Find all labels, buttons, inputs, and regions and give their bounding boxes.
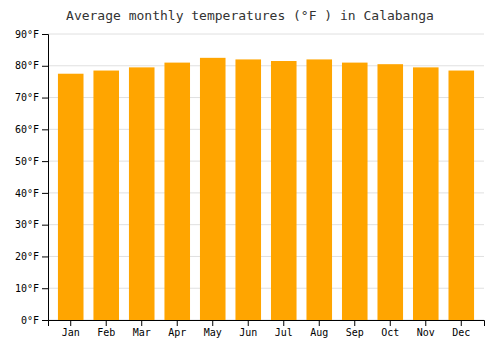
tick: 80°F [15,60,48,71]
bar [448,71,474,320]
bar [235,59,261,320]
chart: 0°F 10°F 20°F 30°F 40°F 50°F 60°F 70°F 80°F 90°F J… [0,0,500,350]
tick-label: Jul [275,327,293,338]
bar [129,67,155,320]
tick-mark [42,98,48,99]
tick-label: 60°F [15,124,39,135]
tick-label: 10°F [15,283,39,294]
tick-label: 40°F [15,188,39,199]
bar [306,59,332,320]
tick-label: Sep [346,327,364,338]
tick: Jun [239,320,257,338]
tick-mark [212,320,213,326]
tick-mark [354,320,355,326]
bar [93,71,119,320]
bar [200,58,226,320]
tick-label: Feb [97,327,115,338]
tick: Feb [97,320,115,338]
tick-mark [42,66,48,67]
tick-mark [461,320,462,326]
tick-mark [425,320,426,326]
tick-mark [42,34,48,35]
x-axis: Jan Feb Mar Apr May Jun Jul Aug Sep Oct Nov Dec [49,320,485,338]
tick-mark [42,129,48,130]
tick: 70°F [15,92,48,103]
tick: Jul [275,320,293,338]
tick-label: 90°F [15,29,39,40]
tick: Dec [452,320,470,338]
tick-mark [177,320,178,326]
tick-label: Oct [381,327,399,338]
tick: Apr [168,320,186,338]
tick: 0°F [21,315,48,326]
tick-label: Dec [452,327,470,338]
tick-label: 0°F [21,315,39,326]
tick-mark [42,225,48,226]
tick-mark [42,161,48,162]
tick-mark [70,320,71,326]
tick-label: May [204,327,222,338]
tick-mark [319,320,320,326]
tick: Sep [346,320,364,338]
tick: 10°F [15,283,48,294]
bar [164,63,190,320]
tick-label: 20°F [15,251,39,262]
bars [58,58,474,320]
bar [271,61,297,320]
tick-mark [106,320,107,326]
tick-mark [283,320,284,326]
tick-label: Jan [62,327,80,338]
tick: Mar [133,320,151,338]
tick: Jan [62,320,80,338]
tick-label: 70°F [15,92,39,103]
bar [377,64,403,320]
tick-label: 30°F [15,219,39,230]
tick-mark [42,193,48,194]
tick: 20°F [15,251,48,262]
bar [413,67,439,320]
plot: 0°F 10°F 20°F 30°F 40°F 50°F 60°F 70°F 80°F 90°F J… [15,29,485,338]
tick: 30°F [15,219,48,230]
tick-mark [42,256,48,257]
axis-line [49,321,485,327]
axis-line [42,35,49,321]
tick: 60°F [15,124,48,135]
tick-label: 80°F [15,60,39,71]
bar [58,74,84,320]
tick: May [204,320,222,338]
bar [342,63,368,320]
tick-label: Jun [239,327,257,338]
tick-label: Mar [133,327,151,338]
grid-line [48,34,484,35]
title: Average monthly temperatures (°F ) in Ca… [66,8,434,23]
y-axis: 0°F 10°F 20°F 30°F 40°F 50°F 60°F 70°F 80°F 90°F [15,29,49,326]
tick-mark [248,320,249,326]
tick-mark [390,320,391,326]
tick: Nov [417,320,435,338]
grid [48,34,484,320]
tick-label: Nov [417,327,435,338]
grid-line [48,65,484,66]
tick-label: 50°F [15,156,39,167]
tick-mark [42,288,48,289]
tick: Aug [310,320,328,338]
tick-label: Apr [168,327,186,338]
tick-label: Aug [310,327,328,338]
tick: 40°F [15,188,48,199]
tick: 50°F [15,156,48,167]
tick-mark [42,320,48,321]
tick-mark [141,320,142,326]
tick: Oct [381,320,399,338]
tick: 90°F [15,29,48,40]
